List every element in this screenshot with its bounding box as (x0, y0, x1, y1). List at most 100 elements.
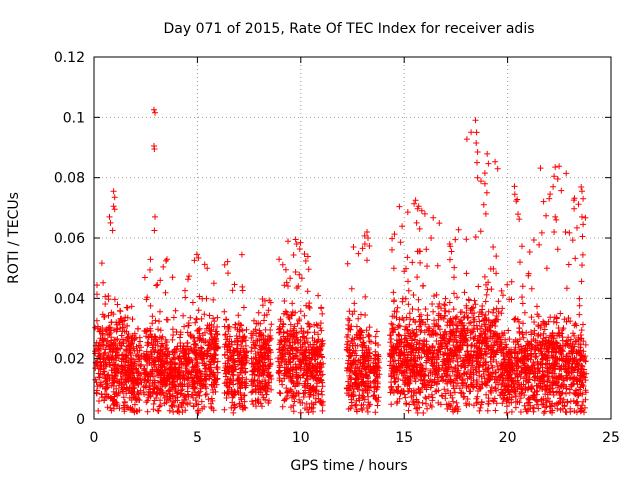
data-point (389, 388, 396, 394)
data-point (223, 336, 230, 343)
data-point (236, 357, 243, 364)
data-point (312, 356, 319, 363)
data-point (537, 322, 544, 329)
data-point (236, 381, 243, 388)
data-point (398, 369, 405, 376)
data-point (319, 310, 326, 317)
data-point (454, 294, 460, 301)
data-point (291, 398, 298, 405)
data-point (576, 302, 583, 309)
data-point (388, 353, 395, 360)
data-point (170, 409, 177, 415)
data-point (211, 377, 218, 384)
data-point (180, 353, 187, 360)
data-point (445, 404, 452, 410)
data-point (180, 312, 187, 319)
data-point (448, 248, 455, 255)
data-point (132, 395, 139, 402)
data-point (393, 400, 400, 407)
data-point (562, 408, 569, 415)
data-point (492, 407, 499, 414)
data-point (444, 380, 451, 387)
data-point (479, 381, 486, 388)
data-point (567, 336, 574, 343)
data-point (519, 243, 525, 250)
data-point (182, 287, 188, 294)
data-point (136, 347, 143, 354)
data-point (283, 395, 290, 402)
data-point (344, 360, 351, 367)
data-point (391, 379, 398, 385)
data-point (281, 343, 287, 350)
data-point (344, 347, 351, 354)
data-point (449, 321, 456, 328)
data-point (153, 282, 160, 289)
data-point (554, 379, 561, 386)
data-point (403, 401, 409, 407)
data-point (477, 359, 484, 366)
data-point (550, 388, 557, 395)
data-point (298, 328, 305, 335)
x-tick-label: 5 (193, 430, 202, 446)
data-point (145, 334, 152, 341)
data-point (317, 368, 324, 375)
data-point (542, 361, 549, 368)
data-point (354, 408, 360, 415)
data-point (151, 146, 158, 152)
data-point (488, 319, 495, 326)
data-point (425, 373, 432, 379)
data-point (182, 294, 189, 301)
data-point (474, 393, 481, 400)
data-point (450, 315, 456, 322)
data-point (582, 387, 589, 394)
data-point (540, 355, 547, 362)
data-point (501, 359, 507, 366)
data-point (508, 375, 515, 382)
data-point (303, 363, 310, 370)
data-point (266, 372, 273, 379)
data-point (454, 373, 461, 380)
data-point (130, 391, 137, 398)
data-point (516, 216, 523, 223)
data-point (483, 359, 489, 366)
data-point (421, 210, 428, 217)
data-point (575, 201, 582, 208)
data-point (394, 304, 401, 311)
data-point (564, 353, 571, 360)
data-point (174, 394, 181, 401)
data-point (243, 359, 249, 366)
data-point (210, 280, 217, 287)
data-point (166, 375, 173, 381)
data-point (255, 320, 262, 327)
data-points (92, 106, 590, 416)
data-point (170, 314, 177, 321)
data-point (153, 354, 160, 361)
x-axis-ticks: 0 5 10 15 20 25 (90, 57, 620, 446)
y-tick-label: 0.12 (54, 50, 85, 66)
data-point (449, 394, 456, 401)
data-point (556, 372, 563, 379)
data-point (444, 322, 451, 329)
data-point (300, 358, 307, 364)
data-point (412, 352, 419, 359)
data-point (315, 390, 322, 397)
data-point (426, 345, 433, 351)
data-point (352, 375, 359, 382)
data-point (429, 343, 436, 349)
data-point (170, 332, 177, 338)
data-point (239, 327, 246, 334)
data-point (533, 401, 540, 408)
data-point (553, 319, 560, 326)
data-point (277, 339, 284, 346)
data-point (167, 359, 174, 366)
data-point (206, 312, 213, 319)
data-point (112, 337, 119, 343)
data-point (99, 331, 106, 338)
data-point (466, 401, 473, 408)
data-point (494, 165, 501, 172)
data-point (557, 407, 564, 413)
data-point (463, 270, 470, 277)
data-point (487, 375, 494, 382)
data-point (196, 351, 202, 358)
data-point (110, 402, 117, 408)
